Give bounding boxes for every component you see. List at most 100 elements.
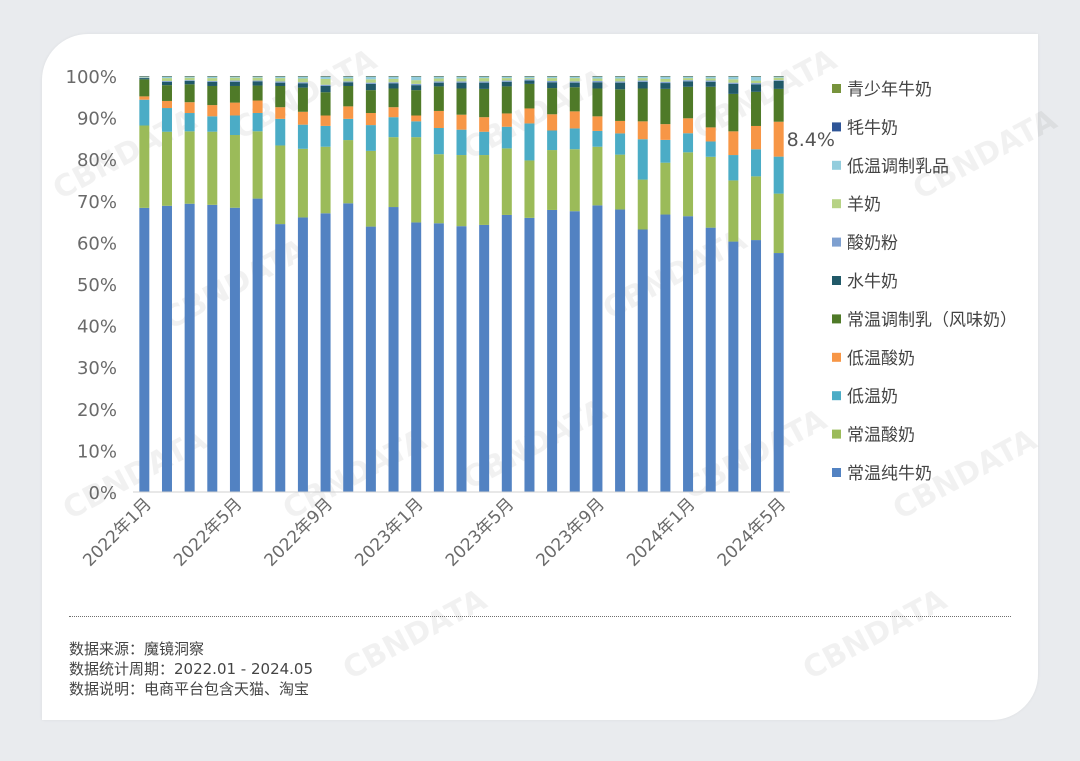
bar-segment bbox=[569, 87, 580, 112]
bar-segment bbox=[615, 76, 626, 79]
bar-segment bbox=[433, 86, 444, 111]
bars-layer bbox=[139, 76, 784, 493]
bar-segment bbox=[547, 209, 558, 492]
bar-segment bbox=[320, 115, 331, 126]
bar-column bbox=[773, 76, 784, 492]
bar-column bbox=[207, 76, 218, 492]
bar-segment bbox=[592, 130, 603, 147]
bar-segment bbox=[751, 76, 762, 81]
bar-segment bbox=[728, 83, 739, 94]
bar-segment bbox=[229, 81, 240, 86]
bar-segment bbox=[388, 117, 399, 138]
bar-segment bbox=[184, 76, 195, 78]
bar-segment bbox=[320, 125, 331, 147]
bar-column bbox=[388, 76, 399, 493]
bar-segment bbox=[569, 111, 580, 129]
bar-segment bbox=[479, 117, 490, 132]
x-tick-label: 2023年9月 bbox=[533, 494, 609, 570]
bar-segment bbox=[161, 131, 172, 206]
bar-segment bbox=[683, 81, 694, 87]
bar-column bbox=[275, 76, 286, 492]
bar-segment bbox=[637, 121, 648, 140]
bar-segment bbox=[501, 80, 512, 82]
legend-swatch bbox=[832, 429, 841, 439]
bar-segment bbox=[320, 146, 331, 214]
x-tick-label: 2024年1月 bbox=[623, 494, 699, 570]
bar-segment bbox=[433, 128, 444, 155]
bar-segment bbox=[728, 155, 739, 181]
bar-segment bbox=[547, 114, 558, 131]
bar-segment bbox=[751, 176, 762, 241]
bar-segment bbox=[343, 140, 354, 204]
bar-segment bbox=[139, 79, 150, 97]
bar-segment bbox=[660, 162, 671, 215]
data-period: 数据统计周期：2022.01 - 2024.05 bbox=[69, 660, 314, 678]
bar-segment bbox=[388, 82, 399, 84]
bar-segment bbox=[479, 81, 490, 83]
legend-swatch bbox=[832, 84, 841, 93]
bar-segment bbox=[592, 116, 603, 131]
bar-segment bbox=[456, 76, 467, 79]
watermark-text: CBNDATA bbox=[337, 582, 493, 687]
legend-swatch bbox=[832, 468, 841, 477]
bar-segment bbox=[705, 141, 716, 157]
bar-segment bbox=[139, 125, 150, 208]
bar-segment bbox=[207, 204, 218, 492]
bar-segment bbox=[297, 124, 308, 149]
bar-segment bbox=[501, 148, 512, 215]
bar-segment bbox=[388, 137, 399, 208]
bar-segment bbox=[320, 213, 331, 492]
y-tick-label: 0% bbox=[88, 483, 117, 504]
bar-segment bbox=[343, 78, 354, 82]
bar-segment bbox=[252, 77, 263, 81]
bar-segment bbox=[637, 179, 648, 230]
bar-segment bbox=[728, 79, 739, 83]
legend-item: 牦牛奶 bbox=[832, 118, 898, 138]
bar-segment bbox=[207, 78, 218, 81]
bar-segment bbox=[388, 88, 399, 108]
bar-segment bbox=[773, 88, 784, 122]
bar-segment bbox=[252, 198, 263, 492]
legend-item: 青少年牛奶 bbox=[832, 80, 932, 100]
legend-item: 低温酸奶 bbox=[832, 349, 915, 369]
bar-segment bbox=[456, 226, 467, 492]
bar-segment bbox=[365, 83, 376, 91]
bar-segment bbox=[229, 102, 240, 116]
bar-segment bbox=[411, 85, 422, 91]
bar-segment bbox=[297, 87, 308, 112]
y-tick-label: 70% bbox=[77, 192, 117, 213]
bar-segment bbox=[456, 78, 467, 82]
bar-segment bbox=[184, 80, 195, 85]
bar-segment bbox=[184, 77, 195, 81]
bar-segment bbox=[433, 81, 444, 83]
bar-segment bbox=[252, 85, 263, 101]
bar-segment bbox=[320, 84, 331, 86]
bar-segment bbox=[501, 214, 512, 492]
bar-segment bbox=[207, 76, 218, 79]
bar-segment bbox=[683, 86, 694, 119]
y-tick-label: 30% bbox=[77, 358, 117, 379]
bar-segment bbox=[705, 76, 716, 79]
legend-swatch bbox=[832, 276, 841, 285]
x-tick-label: 2023年5月 bbox=[442, 494, 518, 570]
data-source: 数据来源：魔镜洞察 bbox=[69, 640, 205, 658]
bar-segment bbox=[320, 76, 331, 79]
bar-segment bbox=[229, 135, 240, 208]
bar-column bbox=[456, 76, 467, 492]
bar-segment bbox=[252, 112, 263, 132]
bar-segment bbox=[705, 156, 716, 228]
bar-segment bbox=[705, 127, 716, 142]
bar-segment bbox=[161, 100, 172, 109]
bar-column bbox=[479, 76, 490, 493]
legend-item: 常温酸奶 bbox=[832, 426, 915, 446]
bar-segment bbox=[501, 76, 512, 79]
bar-segment bbox=[728, 241, 739, 492]
legend-label: 低温奶 bbox=[847, 387, 898, 407]
legend-label: 羊奶 bbox=[847, 195, 881, 215]
bar-segment bbox=[139, 78, 150, 80]
bar-segment bbox=[229, 76, 240, 78]
y-axis: 0% 10% 20% 30% 40% 50% 60% 70% 80% 90% 100% bbox=[66, 67, 117, 504]
bar-column bbox=[184, 76, 195, 492]
bar-segment bbox=[524, 79, 535, 81]
